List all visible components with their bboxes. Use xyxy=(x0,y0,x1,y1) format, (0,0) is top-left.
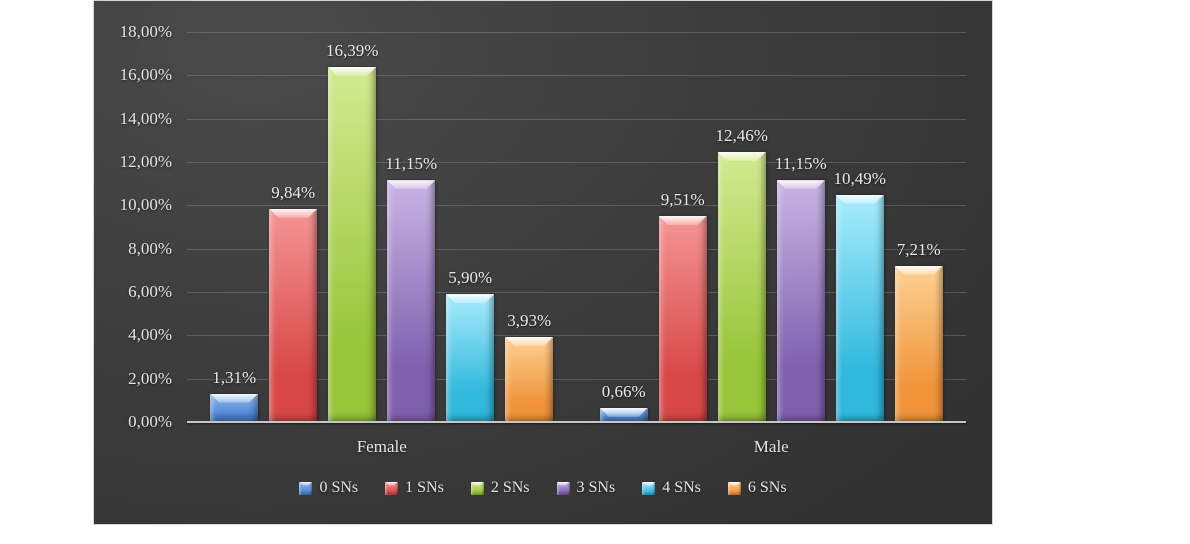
bar-value-label: 11,15% xyxy=(774,154,827,174)
chart: 0,00% 2,00% 4,00% 6,00% 8,00% 10,00% 12,00% 14,… xyxy=(93,0,993,525)
bar-1-sns-female xyxy=(269,208,318,422)
legend-item-3-sns: 3 SNs xyxy=(556,479,616,497)
gridline xyxy=(187,378,966,380)
bar-value-label: 7,21% xyxy=(896,239,941,259)
bar-value-label: 5,90% xyxy=(448,268,493,288)
y-axis-tick-label: 10,00% xyxy=(119,195,172,215)
legend-item-0-sns: 0 SNs xyxy=(299,479,358,497)
bar-value-label: 11,15% xyxy=(385,154,438,174)
legend-swatch-icon xyxy=(299,481,313,495)
category-label-female: Female xyxy=(356,437,407,456)
gridline xyxy=(187,335,966,337)
gridline xyxy=(187,205,966,207)
bar-0-sns-male xyxy=(599,407,648,422)
bar-value-label: 16,39% xyxy=(326,40,379,60)
bar-value-label: 1,31% xyxy=(212,367,257,387)
gridline xyxy=(187,162,966,163)
legend: 0 SNs 1 SNs 2 SNs 3 SNs 4 SNs 6 SNs xyxy=(94,479,992,497)
plot-area: 0,00% 2,00% 4,00% 6,00% 8,00% 10,00% 12,00% 14,… xyxy=(94,1,992,524)
x-axis xyxy=(187,421,966,423)
y-axis-tick-label: 12,00% xyxy=(119,152,172,171)
legend-label: 4 SNs xyxy=(662,479,701,496)
category-label-male: Male xyxy=(753,437,789,456)
legend-label: 1 SNs xyxy=(405,479,444,496)
bar-4-sns-female xyxy=(446,294,495,422)
y-axis-tick-label: 4,00% xyxy=(128,325,172,345)
bar-value-label: 9,51% xyxy=(660,189,705,209)
bar-2-sns-female xyxy=(328,66,377,422)
y-axis-tick-label: 14,00% xyxy=(119,108,172,128)
legend-swatch-icon xyxy=(642,481,656,495)
gridline xyxy=(187,32,966,33)
y-axis-tick-label: 16,00% xyxy=(119,65,172,85)
gridline xyxy=(187,292,966,293)
legend-item-1-sns: 1 SNs xyxy=(385,479,444,497)
y-axis-tick-label: 18,00% xyxy=(119,22,172,41)
bar-4-sns-male xyxy=(835,194,884,422)
bar-2-sns-male xyxy=(717,152,766,422)
y-axis-tick-label: 2,00% xyxy=(128,368,172,388)
legend-item-2-sns: 2 SNs xyxy=(470,479,530,497)
y-axis-tick-label: 8,00% xyxy=(128,238,172,258)
legend-label: 6 SNs xyxy=(747,479,787,496)
bar-3-sns-female xyxy=(387,180,436,422)
bar-6-sns-female xyxy=(505,336,554,422)
legend-swatch-icon xyxy=(470,481,484,495)
bar-value-label: 12,46% xyxy=(715,126,768,146)
legend-label: 0 SNs xyxy=(319,479,359,496)
legend-swatch-icon xyxy=(727,481,741,495)
gridline xyxy=(187,118,966,120)
y-axis-tick-label: 6,00% xyxy=(128,282,172,301)
legend-swatch-icon xyxy=(556,481,570,495)
bar-value-label: 9,84% xyxy=(271,182,316,202)
gridline xyxy=(187,75,966,77)
gridline xyxy=(187,248,966,250)
legend-item-4-sns: 4 SNs xyxy=(642,479,701,497)
bar-6-sns-male xyxy=(894,265,943,422)
bar-1-sns-male xyxy=(658,215,707,422)
bar-value-label: 3,93% xyxy=(507,310,552,330)
legend-item-6-sns: 6 SNs xyxy=(727,479,787,497)
y-axis-tick-label: 0,00% xyxy=(128,412,172,431)
bar-0-sns-female xyxy=(210,393,259,422)
bar-value-label: 0,66% xyxy=(601,381,646,401)
legend-swatch-icon xyxy=(385,481,399,495)
bar-value-label: 10,49% xyxy=(833,168,886,188)
legend-label: 2 SNs xyxy=(490,479,530,496)
legend-label: 3 SNs xyxy=(576,479,616,496)
bar-3-sns-male xyxy=(776,180,825,422)
